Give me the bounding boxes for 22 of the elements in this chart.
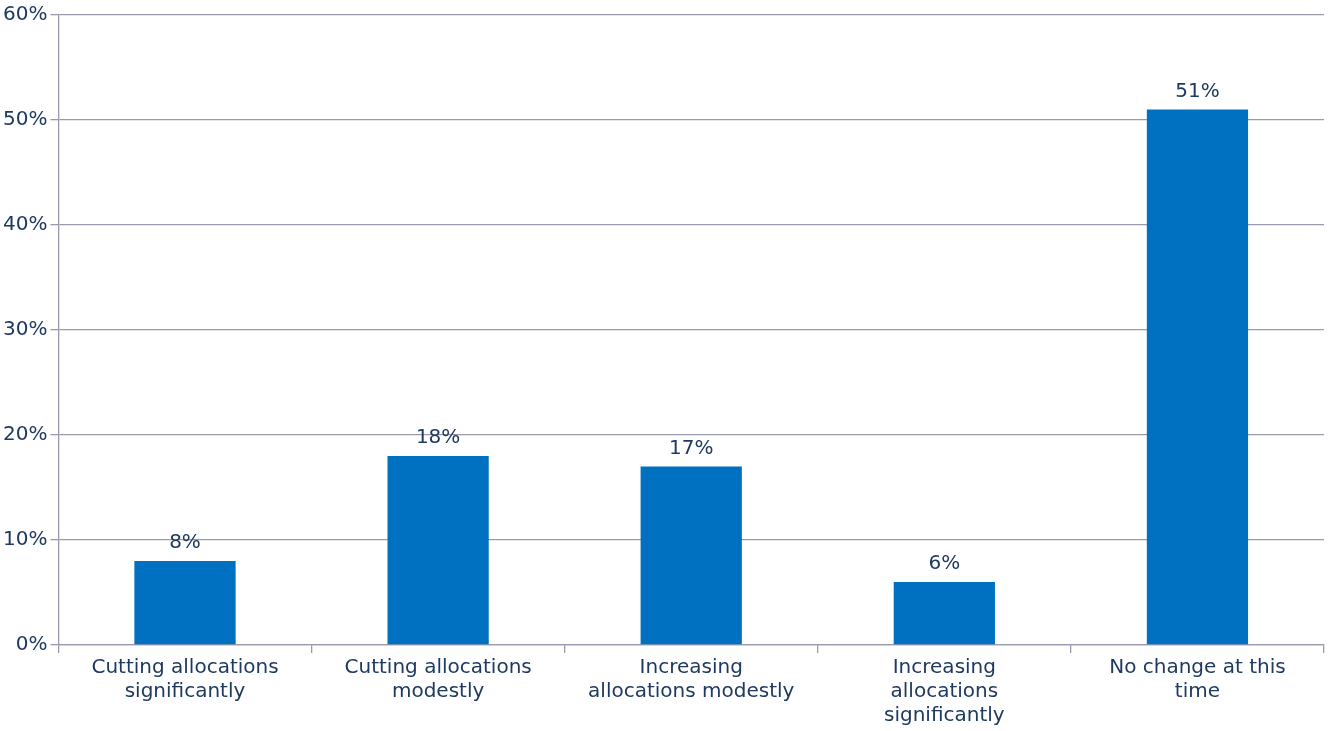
bar (387, 456, 489, 645)
y-tick-label: 10% (3, 526, 48, 551)
data-label: 8% (169, 529, 201, 554)
data-label: 51% (1175, 77, 1220, 102)
y-tick-label: 40% (3, 211, 48, 236)
y-tick-label: 50% (3, 106, 48, 131)
x-tick-label: No change at this time (1109, 654, 1286, 703)
bar (1146, 109, 1249, 645)
bar (640, 466, 742, 645)
x-tick-label: Cutting allocations modestly (344, 654, 532, 703)
y-tick-label: 60% (3, 1, 48, 26)
x-tick-label: Cutting allocations significantly (91, 654, 279, 703)
x-tick-label: Increasing allocations modestly (588, 654, 795, 703)
data-label: 18% (415, 424, 461, 449)
y-tick-label: 20% (3, 421, 48, 446)
data-label: 6% (928, 550, 961, 575)
bar (893, 582, 995, 645)
x-tick-label: Increasing allocations significantly (884, 654, 1005, 727)
bar (134, 561, 236, 645)
data-label: 17% (669, 434, 714, 459)
y-tick-label: 30% (3, 316, 48, 341)
y-tick-label: 0% (15, 631, 48, 656)
